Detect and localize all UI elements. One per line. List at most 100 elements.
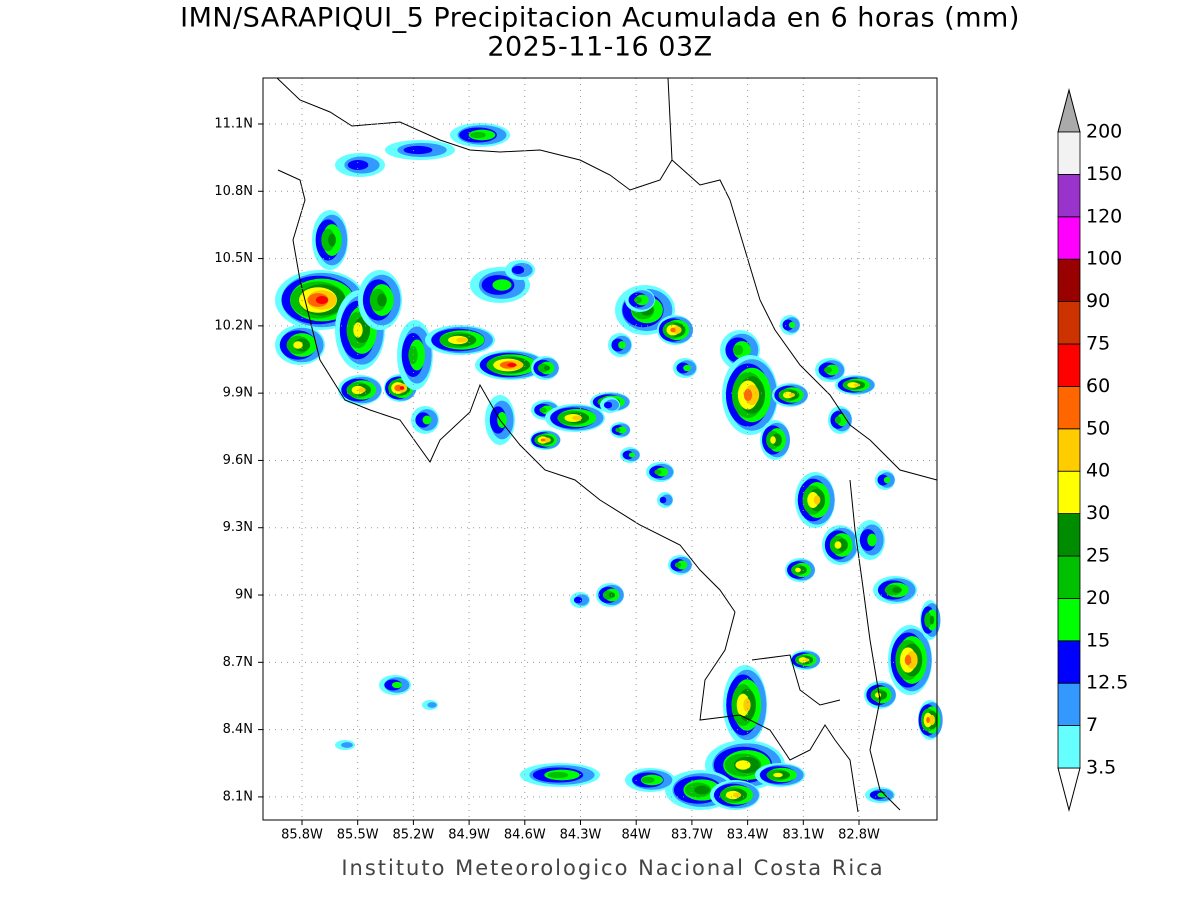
footer: Instituto Meteorologico Nacional Costa R… [341,856,884,880]
precip-area [929,615,935,625]
precip-area [813,495,821,505]
precip-area [634,296,642,304]
map-title: IMN/SARAPIQUI_5 Precipitacion Acumulada … [180,3,1020,34]
precip-area [772,433,782,447]
precip-area [403,145,433,155]
precip-area [328,233,336,247]
colorbar-segment [1057,598,1081,642]
x-tick-label: 84.3W [560,828,602,843]
y-tick-label: 9.9N [223,386,253,401]
x-tick-label: 84.9W [448,828,490,843]
colorbar-label: 7 [1086,714,1098,736]
coastline [699,611,859,813]
precip-area [770,436,776,444]
x-tick-label: 84.6W [504,828,546,843]
precip-area [628,452,636,458]
precip-area [674,562,682,568]
precip-area [347,160,369,170]
precip-area [683,364,691,372]
precip-area [341,742,353,748]
precip-area [735,760,751,770]
precip-area [456,337,468,343]
colorbar: 3.5 7 12.5 15 20 25 30 40 50 60 75 90 100 120 150 200 [1057,88,1128,812]
y-tick-label: 8.1N [223,789,253,804]
y-tick-label: 9.3N [223,520,253,535]
coastline [276,77,673,191]
precip-area [603,401,613,409]
precip-area [572,415,582,421]
precip-area [743,389,753,401]
precip-area [507,362,517,368]
colorbar-label: 3.5 [1086,757,1116,779]
precip-area [391,681,403,689]
axes: 85.8W 85.5W 85.2W 84.9W 84.6W 84.3W 84W 83.7W 83… [214,78,937,843]
precip-area [659,496,667,504]
precip-area [874,692,882,698]
colorbar-label: 12.5 [1086,672,1128,694]
colorbar-under [1057,767,1081,812]
x-tick-label: 82.8W [838,828,880,843]
colorbar-segment [1057,173,1081,218]
colorbar-label: 60 [1086,375,1110,397]
precip-area [618,341,626,349]
precip-area [672,326,682,334]
colorbar-label: 30 [1086,502,1110,524]
precip-area [422,415,432,425]
precip-area [795,567,801,573]
colorbar-segment [1057,555,1081,599]
precip-area [904,654,912,666]
colorbar-segment [1057,131,1081,175]
precip-area [924,612,932,628]
colorbar-label: 15 [1086,629,1110,651]
coastline [751,654,841,706]
precip-area [789,393,795,397]
y-tick-label: 9.6N [223,453,253,468]
colorbar-label: 120 [1086,205,1122,227]
colorbar-label: 75 [1086,333,1110,355]
plot-frame [262,77,938,821]
colorbar-label: 150 [1086,163,1122,185]
colorbar-label: 20 [1086,587,1110,609]
colorbar-label: 40 [1086,460,1110,482]
precip-area [732,792,742,798]
precip-area [804,658,810,662]
precipitation-field [275,123,943,810]
y-tick-label: 11.1N [214,116,253,131]
precip-area [377,293,387,307]
colorbar-label: 100 [1086,248,1122,270]
precip-area [926,717,930,723]
precip-area [797,566,807,574]
colorbar-segment [1057,640,1081,684]
precip-area [615,427,621,433]
precip-area [834,416,842,424]
colorbar-segment [1057,513,1081,557]
colorbar-label: 90 [1086,290,1110,312]
precip-area [394,384,402,392]
precip-area [732,344,744,356]
precip-area [543,437,551,443]
colorbar-over [1057,88,1081,133]
precip-area [654,469,662,475]
precip-area [788,321,796,329]
colorbar-segment [1057,725,1081,769]
y-tick-label: 8.7N [223,655,253,670]
x-tick-label: 85.5W [337,828,379,843]
coastlines [276,77,938,813]
colorbar-segment [1057,428,1081,472]
y-tick-label: 8.4N [223,722,253,737]
colorbar-segment [1057,385,1081,430]
coastline [849,479,901,811]
precip-area [928,714,936,726]
precip-area [427,702,437,708]
colorbar-segment [1057,258,1081,303]
x-tick-label: 85.2W [392,828,434,843]
precip-area [547,771,569,779]
colorbar-segment [1057,216,1081,260]
precip-area [892,586,902,594]
x-tick-label: 83.4W [727,828,769,843]
colorbar-label: 25 [1086,545,1110,567]
y-tick-label: 10.2N [214,318,253,333]
y-tick-label: 10.8N [214,184,253,199]
precip-area [670,327,676,333]
